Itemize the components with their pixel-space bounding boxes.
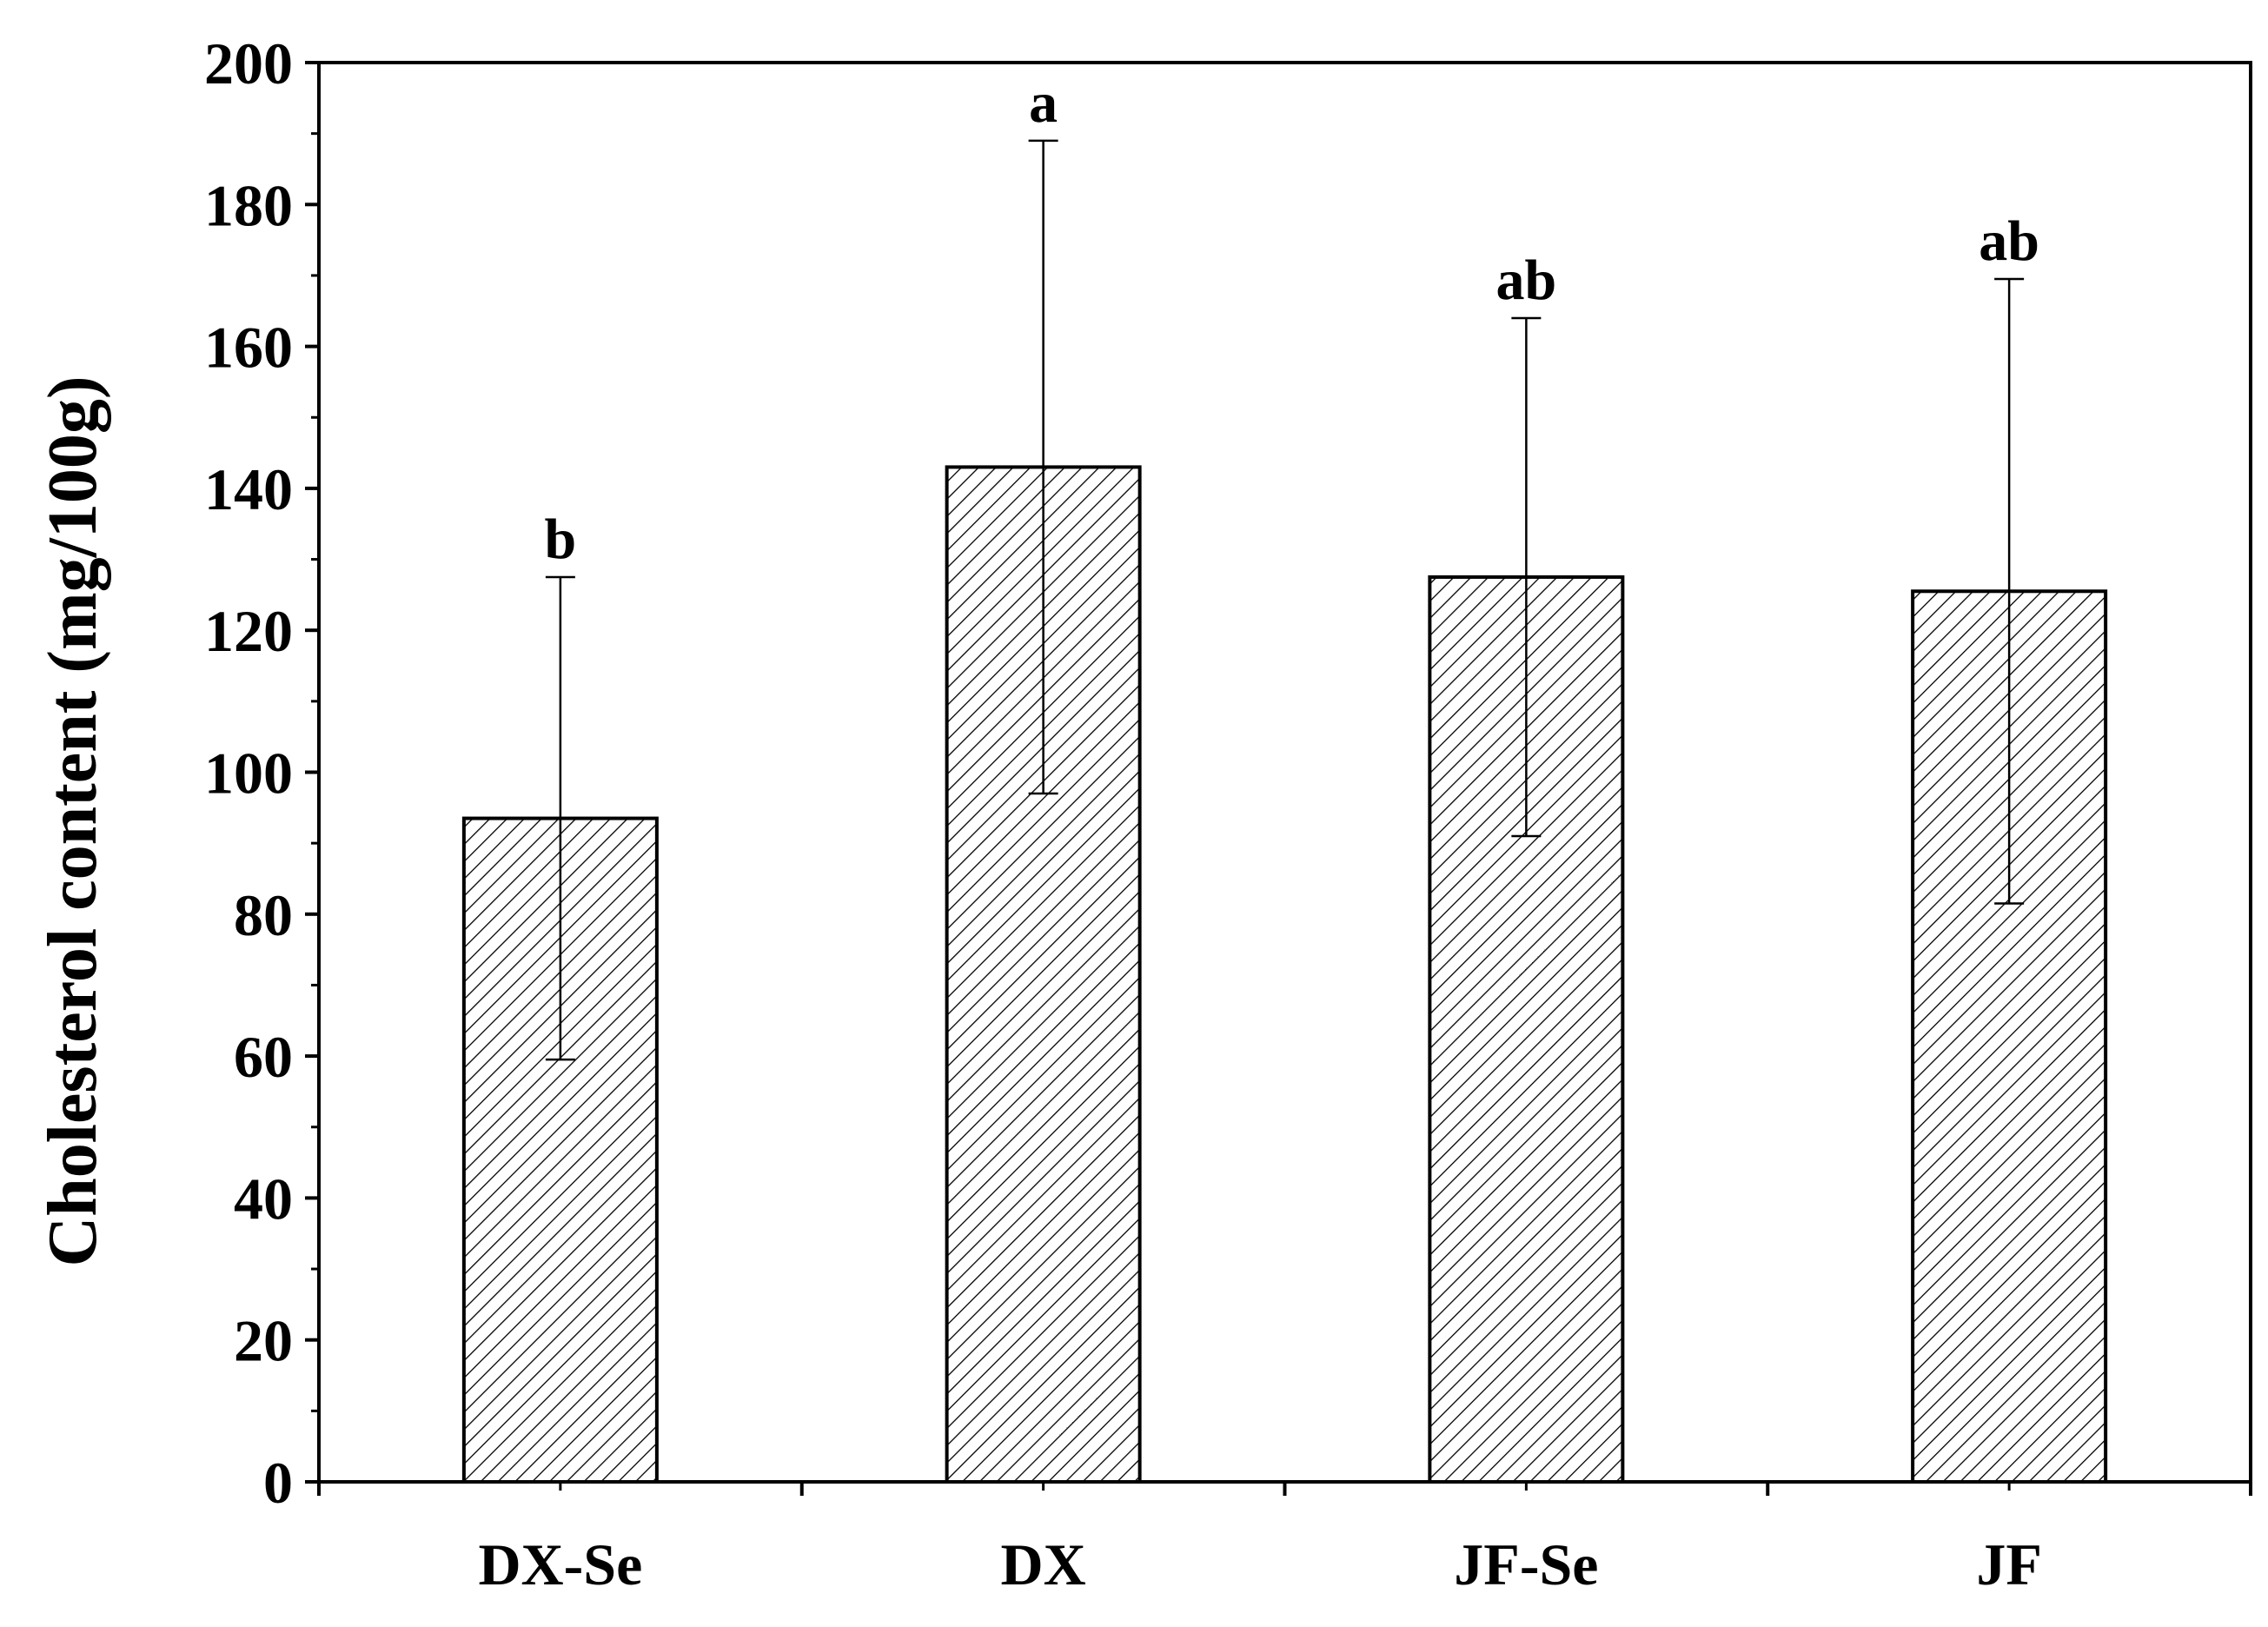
x-axis: DX-Se DX JF-Se JF bbox=[317, 1482, 2252, 1597]
y-tick-label: 180 bbox=[204, 172, 293, 238]
y-tick-label: 0 bbox=[263, 1450, 293, 1516]
y-axis: 0 20 40 60 80 100 120 140 160 180 200 bbox=[204, 30, 319, 1516]
y-tick-label: 100 bbox=[204, 740, 293, 807]
x-tick-label: DX bbox=[1001, 1531, 1086, 1597]
x-tick-label: JF bbox=[1976, 1531, 2042, 1597]
bars-group bbox=[461, 465, 2108, 1484]
y-tick-label: 80 bbox=[234, 882, 293, 948]
significance-labels-group: b a ab ab bbox=[545, 71, 2039, 571]
y-tick-label: 160 bbox=[204, 315, 293, 381]
error-bars-group bbox=[545, 139, 2025, 1061]
significance-label: a bbox=[1029, 71, 1058, 135]
significance-label: ab bbox=[1496, 249, 1557, 312]
y-tick-label: 120 bbox=[204, 598, 293, 664]
y-tick-label: 200 bbox=[204, 30, 293, 96]
y-tick-label: 40 bbox=[234, 1165, 293, 1232]
y-tick-label: 20 bbox=[234, 1308, 293, 1374]
significance-label: ab bbox=[1979, 209, 2039, 273]
x-tick-label: DX-Se bbox=[478, 1531, 642, 1597]
y-tick-label: 140 bbox=[204, 456, 293, 522]
y-tick-label: 60 bbox=[234, 1024, 293, 1090]
y-axis-title: Cholesterol content (mg/100g) bbox=[35, 376, 111, 1267]
significance-label: b bbox=[545, 508, 577, 571]
x-tick-label: JF-Se bbox=[1454, 1531, 1598, 1597]
